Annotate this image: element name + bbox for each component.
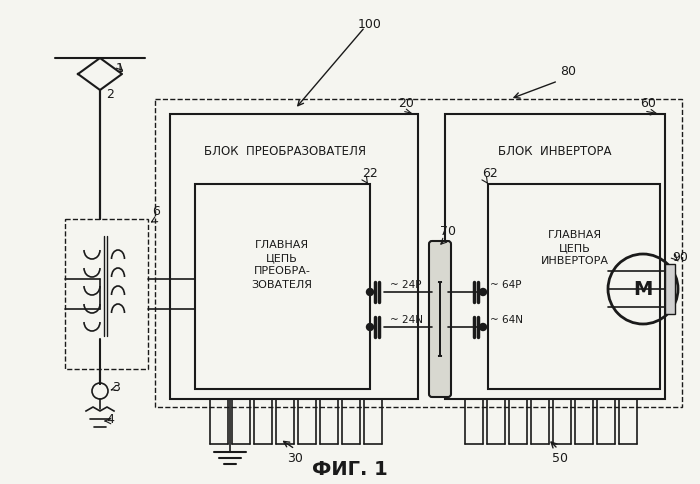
Text: M: M xyxy=(634,280,652,299)
Text: 100: 100 xyxy=(358,18,382,31)
Text: ГЛАВНАЯ
ЦЕПЬ
ПРЕОБРА-
ЗОВАТЕЛЯ: ГЛАВНАЯ ЦЕПЬ ПРЕОБРА- ЗОВАТЕЛЯ xyxy=(251,240,312,289)
Bar xyxy=(65,220,148,369)
Text: 30: 30 xyxy=(287,451,303,464)
Bar xyxy=(445,115,665,399)
Text: 20: 20 xyxy=(398,97,414,110)
Text: 22: 22 xyxy=(362,166,378,180)
Text: ~ 64P: ~ 64P xyxy=(490,279,522,289)
Text: 70: 70 xyxy=(440,225,456,238)
Text: БЛОК  ПРЕОБРАЗОВАТЕЛЯ: БЛОК ПРЕОБРАЗОВАТЕЛЯ xyxy=(204,145,366,158)
Text: 90: 90 xyxy=(672,251,688,264)
Text: 80: 80 xyxy=(560,65,576,78)
Bar xyxy=(155,100,682,407)
Text: ГЛАВНАЯ
ЦЕПЬ
ИНВЕРТОРА: ГЛАВНАЯ ЦЕПЬ ИНВЕРТОРА xyxy=(541,229,609,266)
FancyBboxPatch shape xyxy=(438,283,442,356)
Text: 2: 2 xyxy=(106,88,114,101)
Bar xyxy=(665,264,675,314)
Text: 1: 1 xyxy=(116,61,124,75)
Text: 6: 6 xyxy=(152,205,160,217)
Circle shape xyxy=(480,289,486,296)
Bar xyxy=(195,184,370,389)
Text: ФИГ. 1: ФИГ. 1 xyxy=(312,459,388,479)
Circle shape xyxy=(367,289,374,296)
Bar xyxy=(170,115,418,399)
FancyBboxPatch shape xyxy=(429,242,451,397)
Text: ~ 24P: ~ 24P xyxy=(390,279,421,289)
Text: 62: 62 xyxy=(482,166,498,180)
Text: БЛОК  ИНВЕРТОРА: БЛОК ИНВЕРТОРА xyxy=(498,145,612,158)
Text: ~ 24N: ~ 24N xyxy=(390,314,423,324)
Text: 3: 3 xyxy=(112,381,120,393)
Text: 50: 50 xyxy=(552,451,568,464)
Bar xyxy=(488,184,660,389)
Text: ~ 64N: ~ 64N xyxy=(490,314,523,324)
Text: 4: 4 xyxy=(106,413,114,425)
Circle shape xyxy=(480,324,486,331)
Circle shape xyxy=(367,324,374,331)
Text: 60: 60 xyxy=(640,97,656,110)
